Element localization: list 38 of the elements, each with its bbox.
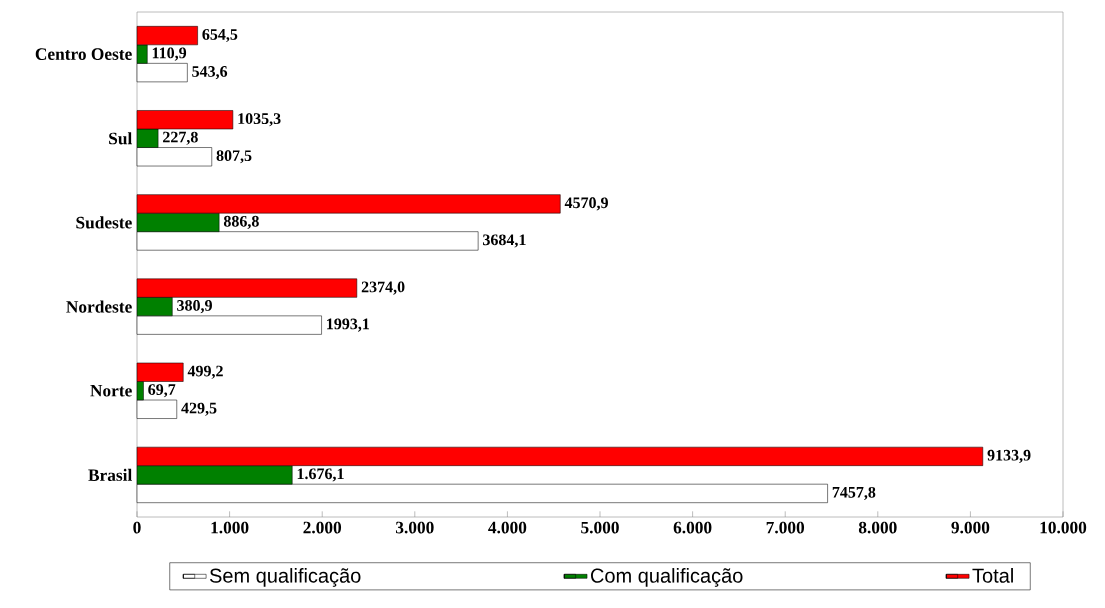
x-tick-label: 4.000 bbox=[488, 521, 527, 534]
data-label: 9133,9 bbox=[987, 449, 1031, 463]
x-tick-label: 10.000 bbox=[1040, 521, 1087, 534]
data-label: 886,8 bbox=[223, 215, 259, 229]
x-tick-label: 0 bbox=[133, 521, 141, 534]
data-label: 3684,1 bbox=[483, 234, 526, 248]
x-tick-label: 3.000 bbox=[395, 521, 434, 534]
x-tick-label: 9.000 bbox=[951, 521, 990, 534]
data-label: 1.676,1 bbox=[297, 468, 344, 482]
x-tick-label: 2.000 bbox=[303, 521, 342, 534]
x-tick-label: 1.000 bbox=[211, 521, 249, 534]
y-tick-label: Sul bbox=[109, 132, 132, 145]
data-label: 429,5 bbox=[181, 402, 217, 416]
data-label: 1035,3 bbox=[238, 113, 281, 127]
x-tick-label: 5.000 bbox=[581, 521, 619, 534]
legend-label: Sem qualificação bbox=[209, 568, 361, 587]
data-label: 380,9 bbox=[177, 300, 212, 314]
data-label: 110,9 bbox=[152, 47, 187, 61]
data-label: 807,5 bbox=[216, 150, 252, 164]
y-tick-label: Sudeste bbox=[76, 216, 132, 229]
legend-label: Com qualificação bbox=[591, 568, 743, 587]
legend-label: Total bbox=[972, 568, 1013, 583]
data-label: 69,7 bbox=[148, 384, 176, 398]
y-tick-label: Nordeste bbox=[66, 300, 132, 313]
y-tick-label: Norte bbox=[90, 384, 132, 397]
y-tick-label: Centro Oeste bbox=[35, 48, 132, 60]
data-label: 543,6 bbox=[192, 66, 228, 80]
x-tick-label: 8.000 bbox=[858, 521, 897, 534]
data-label: 1993,1 bbox=[327, 318, 370, 332]
data-label: 7457,8 bbox=[832, 486, 876, 500]
y-tick-label: Brasil bbox=[88, 468, 132, 482]
data-label: 499,2 bbox=[187, 365, 223, 379]
data-label: 227,8 bbox=[163, 131, 198, 145]
x-tick-label: 6.000 bbox=[673, 521, 712, 534]
data-label: 654,5 bbox=[202, 29, 238, 43]
data-label: 2374,0 bbox=[361, 281, 405, 295]
x-tick-label: 7.000 bbox=[766, 521, 805, 534]
data-label: 4570,9 bbox=[564, 197, 608, 211]
